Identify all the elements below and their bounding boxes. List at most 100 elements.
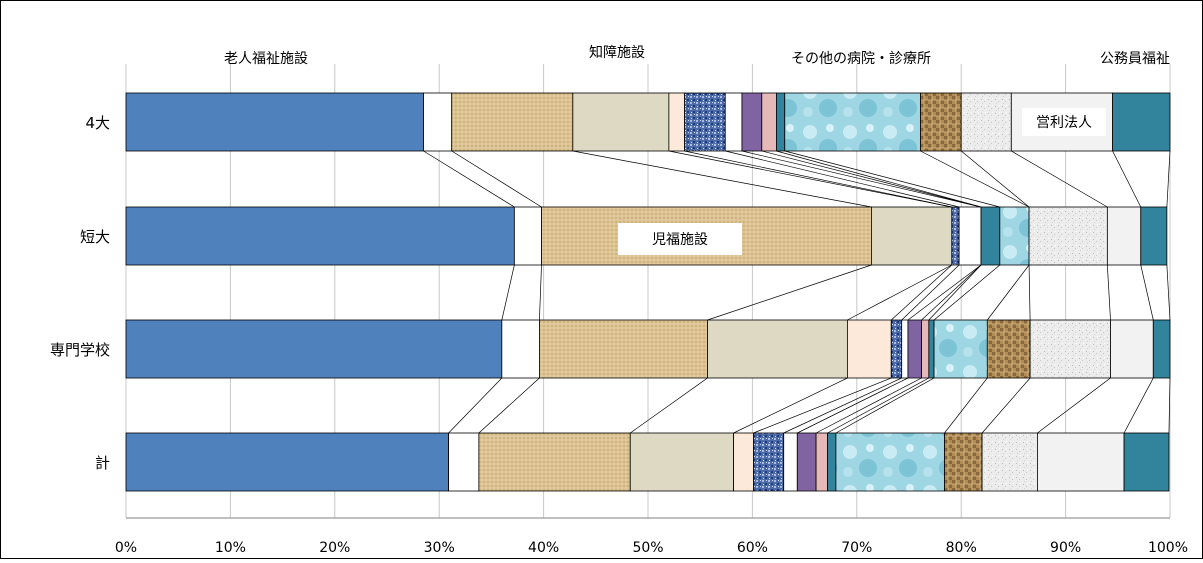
connector-line	[1107, 264, 1111, 321]
bar-segment	[125, 206, 515, 266]
connector-line	[921, 264, 982, 321]
bar-segment	[1112, 92, 1171, 152]
connector-line	[920, 150, 1030, 208]
bar-segment	[920, 92, 962, 152]
connector-line	[1037, 377, 1111, 434]
bar-segment	[1037, 432, 1125, 492]
bar-segment	[980, 206, 1001, 266]
bar-segment	[928, 319, 935, 379]
connector-line	[707, 264, 872, 321]
annotation-label: 営利法人	[1036, 115, 1092, 131]
connector-line	[784, 150, 1000, 208]
bar-segment	[1140, 206, 1168, 266]
bar-segment	[999, 206, 1030, 266]
connector-line	[539, 264, 542, 321]
bar-segment	[668, 92, 685, 152]
bar-segment	[907, 319, 922, 379]
connector-line	[1011, 150, 1108, 208]
x-tick-label: 90%	[1050, 540, 1081, 556]
connector-line	[572, 150, 872, 208]
bar-segment	[513, 206, 542, 266]
x-tick-labels: 0% 10% 20% 30% 40% 50% 60% 70% 80% 90% 100%	[115, 540, 1188, 556]
x-tick-label: 20%	[319, 540, 350, 556]
bar-segment	[724, 92, 743, 152]
connector-line	[630, 377, 708, 434]
x-tick-label: 30%	[424, 540, 455, 556]
category-label: 4大	[85, 114, 110, 132]
bar-segment	[1106, 206, 1142, 266]
connector-line	[1112, 150, 1142, 208]
connector-line	[451, 150, 542, 208]
connector-line	[1140, 264, 1154, 321]
connector-line	[1123, 377, 1154, 434]
x-tick-label: 50%	[632, 540, 663, 556]
bar-segment	[960, 92, 1012, 152]
connector-line	[741, 150, 982, 208]
bar-segment	[1029, 319, 1111, 379]
bar-segment	[1110, 319, 1154, 379]
annotation-label: その他の病院・診療所	[791, 50, 931, 67]
connector-line	[783, 377, 902, 434]
bar-segment	[753, 432, 785, 492]
bar-segment	[1028, 206, 1108, 266]
x-tick-label: 40%	[528, 540, 559, 556]
annotation-box	[1022, 108, 1106, 136]
x-tick-label: 80%	[946, 540, 977, 556]
bar-segment	[1152, 319, 1171, 379]
connector-line	[981, 377, 1031, 434]
bar-segment	[783, 432, 798, 492]
connector-lines	[423, 150, 1171, 434]
bar-segment	[451, 92, 574, 152]
connector-line	[478, 377, 540, 434]
bar-segment	[958, 206, 982, 266]
annotation-label: 知障施設	[589, 44, 645, 61]
bar-segment	[761, 92, 777, 152]
bar-segment	[707, 319, 848, 379]
x-tick-label: 70%	[841, 540, 872, 556]
bar-segment	[815, 432, 828, 492]
annotation-label: 公務員福祉	[1100, 51, 1170, 67]
bar-segment	[951, 206, 960, 266]
bar-segment	[827, 432, 837, 492]
bar-segment	[944, 432, 983, 492]
connector-line	[815, 377, 922, 434]
bar-segment	[921, 319, 930, 379]
connector-line	[987, 264, 1030, 321]
connector-line	[423, 150, 515, 208]
bar-segment	[684, 92, 726, 152]
connector-line	[1168, 377, 1171, 434]
connector-line	[901, 264, 960, 321]
bar-segment	[741, 92, 763, 152]
annotation-label: 児福施設	[652, 232, 708, 248]
connector-line	[928, 264, 982, 321]
connector-line	[448, 377, 503, 434]
connector-line	[797, 377, 909, 434]
bar-segment	[539, 319, 708, 379]
connector-line	[1166, 264, 1171, 321]
bar-segment	[933, 319, 988, 379]
connector-line	[944, 377, 988, 434]
connector-line	[847, 264, 952, 321]
connector-line	[725, 150, 960, 208]
bar-segment	[890, 319, 903, 379]
connector-line	[891, 264, 953, 321]
bar-segment	[981, 432, 1038, 492]
x-tick-label: 100%	[1148, 540, 1188, 556]
bar-segment	[478, 432, 631, 492]
bar-segment	[901, 319, 909, 379]
bar-segment	[629, 432, 735, 492]
category-label: 短大	[80, 228, 110, 246]
bar-segment	[125, 92, 424, 152]
connector-line	[1166, 150, 1171, 208]
connector-line	[960, 150, 1030, 208]
category-label: 専門学校	[50, 341, 110, 359]
bars	[125, 92, 1171, 492]
bar-segment	[871, 206, 953, 266]
connector-line	[907, 264, 982, 321]
connector-line	[1028, 264, 1031, 321]
bar-segment	[448, 432, 480, 492]
category-label: 計	[95, 454, 110, 472]
